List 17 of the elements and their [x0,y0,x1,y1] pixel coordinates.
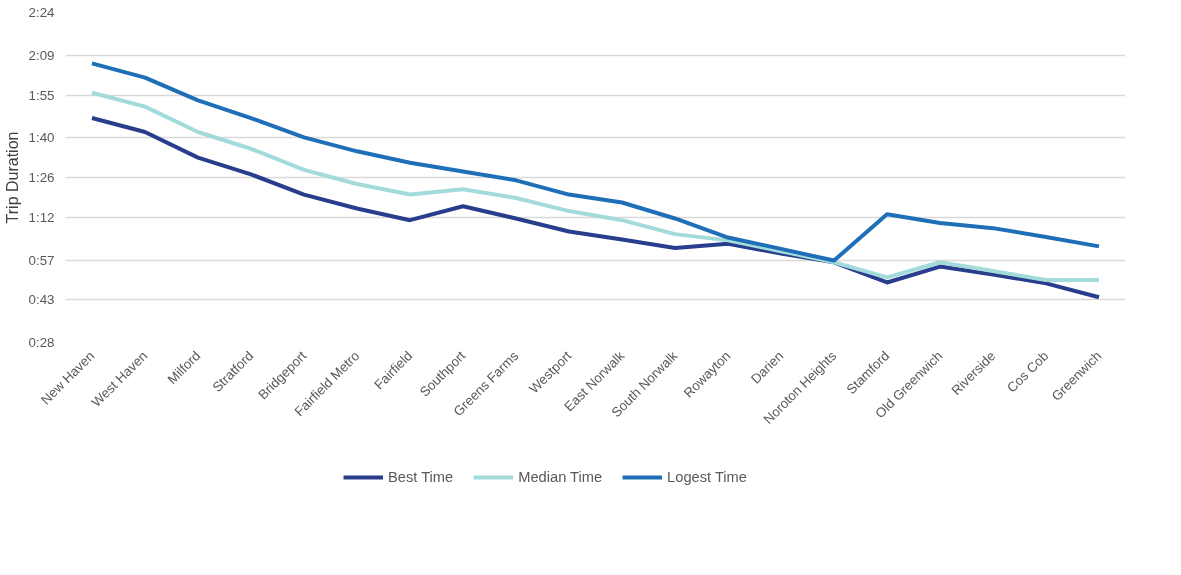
x-tick-label: Cos Cob [1004,348,1052,396]
y-axis-title: Trip Duration [3,131,21,224]
y-tick-label: 0:28 [28,335,55,350]
legend-label: Logest Time [667,469,747,485]
y-tick-label: 1:55 [28,87,55,103]
line-series [90,116,1101,300]
legend-label: Best Time [388,469,454,485]
line-series [90,90,1101,282]
y-tick-label: 1:40 [28,130,55,146]
y-tick-label: 0:43 [28,292,55,308]
y-tick-label: 0:57 [28,252,55,268]
y-tick-label: 1:12 [28,209,55,225]
y-tick-label: 2:09 [28,47,55,63]
legend-label: Median Time [518,469,603,485]
y-tick-label: 1:26 [28,170,55,185]
y-tick-label: 2:24 [28,5,56,20]
line-series [90,61,1101,263]
